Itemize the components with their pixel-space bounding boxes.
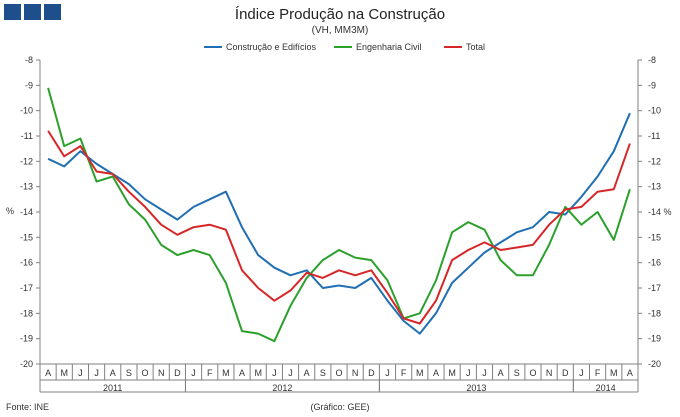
x-tick-label: A [239,368,245,378]
year-label: 2011 [103,383,122,393]
y-tick-label-right: -12 [648,156,661,166]
x-tick-label: A [498,368,504,378]
year-label: 2013 [466,383,486,393]
x-tick-label: M [448,368,456,378]
y-axis-left: -8 -9 -10 -11 -12 -13 -14 -15 -16 -17 -18 -19 -20 [20,55,40,369]
chart-frame [39,60,639,393]
x-tick-label: A [627,368,633,378]
x-tick-label: N [158,368,165,378]
y-tick-label-right: -20 [648,359,661,369]
x-tick-label: A [304,368,310,378]
year-label: 2012 [272,383,292,393]
x-tick-label: A [45,368,51,378]
legend-label-2: Total [466,42,485,52]
y-axis-label-left: % [6,206,14,216]
source-note: Fonte: INE [6,402,49,412]
y-tick-label-right: -17 [648,283,661,293]
x-tick-label: S [514,368,520,378]
x-tick-label: O [142,368,149,378]
y-tick-label-right: -13 [648,182,661,192]
x-tick-label: N [352,368,359,378]
logo-block-3 [44,4,61,20]
y-tick-label-left: -17 [20,283,33,293]
x-tick-label: F [401,368,407,378]
x-tick-label: M [610,368,618,378]
x-tick-label: A [110,368,116,378]
y-tick-label-left: -20 [20,359,33,369]
x-tick-label: M [416,368,424,378]
x-tick-label: O [529,368,536,378]
y-tick-label-left: -15 [20,232,33,242]
x-tick-label: D [368,368,375,378]
y-tick-label-left: -11 [21,131,33,141]
x-tick-label: J [78,368,83,378]
y-tick-label-left: -14 [20,207,33,217]
y-tick-label-right: -15 [648,232,661,242]
y-tick-label-left: -9 [25,80,33,90]
y-tick-label-right: -8 [648,55,656,65]
y-tick-label-right: -19 [648,334,661,344]
x-tick-label: J [272,368,277,378]
series-lines [47,87,631,343]
x-tick-label: J [94,368,99,378]
x-tick-label: J [288,368,293,378]
logo-block-1 [4,4,21,20]
y-tick-label-left: -8 [25,55,33,65]
x-tick-label: J [466,368,471,378]
x-tick-label: D [174,368,181,378]
x-tick-label: O [335,368,342,378]
x-tick-label: N [546,368,553,378]
chart-subtitle: (VH, MM3M) [311,25,369,36]
year-label: 2014 [596,383,616,393]
y-tick-label-left: -19 [20,334,33,344]
x-tick-label: M [254,368,262,378]
y-tick-label-left: -10 [20,106,33,116]
y-tick-label-left: -16 [20,258,33,268]
x-tick-label: S [126,368,132,378]
x-tick-label: J [191,368,196,378]
legend-label-0: Construção e Edifícios [226,42,317,52]
y-tick-label-right: -10 [648,106,661,116]
y-tick-label-right: -16 [648,258,661,268]
x-tick-label: F [595,368,601,378]
y-tick-label-right: -9 [648,80,656,90]
x-tick-label: F [207,368,213,378]
series-line-0 [47,112,631,335]
x-tick-label: A [433,368,439,378]
series-line-1 [47,87,631,343]
legend-label-1: Engenharia Civil [356,42,422,52]
chart-title: Índice Produção na Construção [234,6,446,23]
x-tick-label: S [320,368,326,378]
x-tick-label: M [222,368,230,378]
y-tick-label-right: -11 [648,131,660,141]
x-axis: A M J J A S O N D J F M A M J J A S O N D J F M A M J J A S O N D J F M A201… [39,364,639,393]
x-tick-label: J [579,368,584,378]
y-tick-label-left: -13 [20,182,33,192]
series-line-2 [47,130,631,325]
legend: Construção e Edifícios Engenharia Civil To… [204,42,485,52]
y-tick-label-right: -18 [648,308,661,318]
credit-note: (Gráfico: GEE) [310,402,369,412]
x-tick-label: J [482,368,487,378]
y-tick-label-right: -14 % [648,207,672,217]
y-axis-right: -8 -9 -10 -11 -12 -13 -14 % -15 -16 -17 -18 -19 -20 [638,55,672,369]
x-tick-label: M [60,368,68,378]
x-tick-label: D [562,368,569,378]
logo-block-2 [24,4,41,20]
y-tick-label-left: -18 [20,308,33,318]
y-tick-label-left: -12 [20,156,33,166]
x-tick-label: J [385,368,390,378]
